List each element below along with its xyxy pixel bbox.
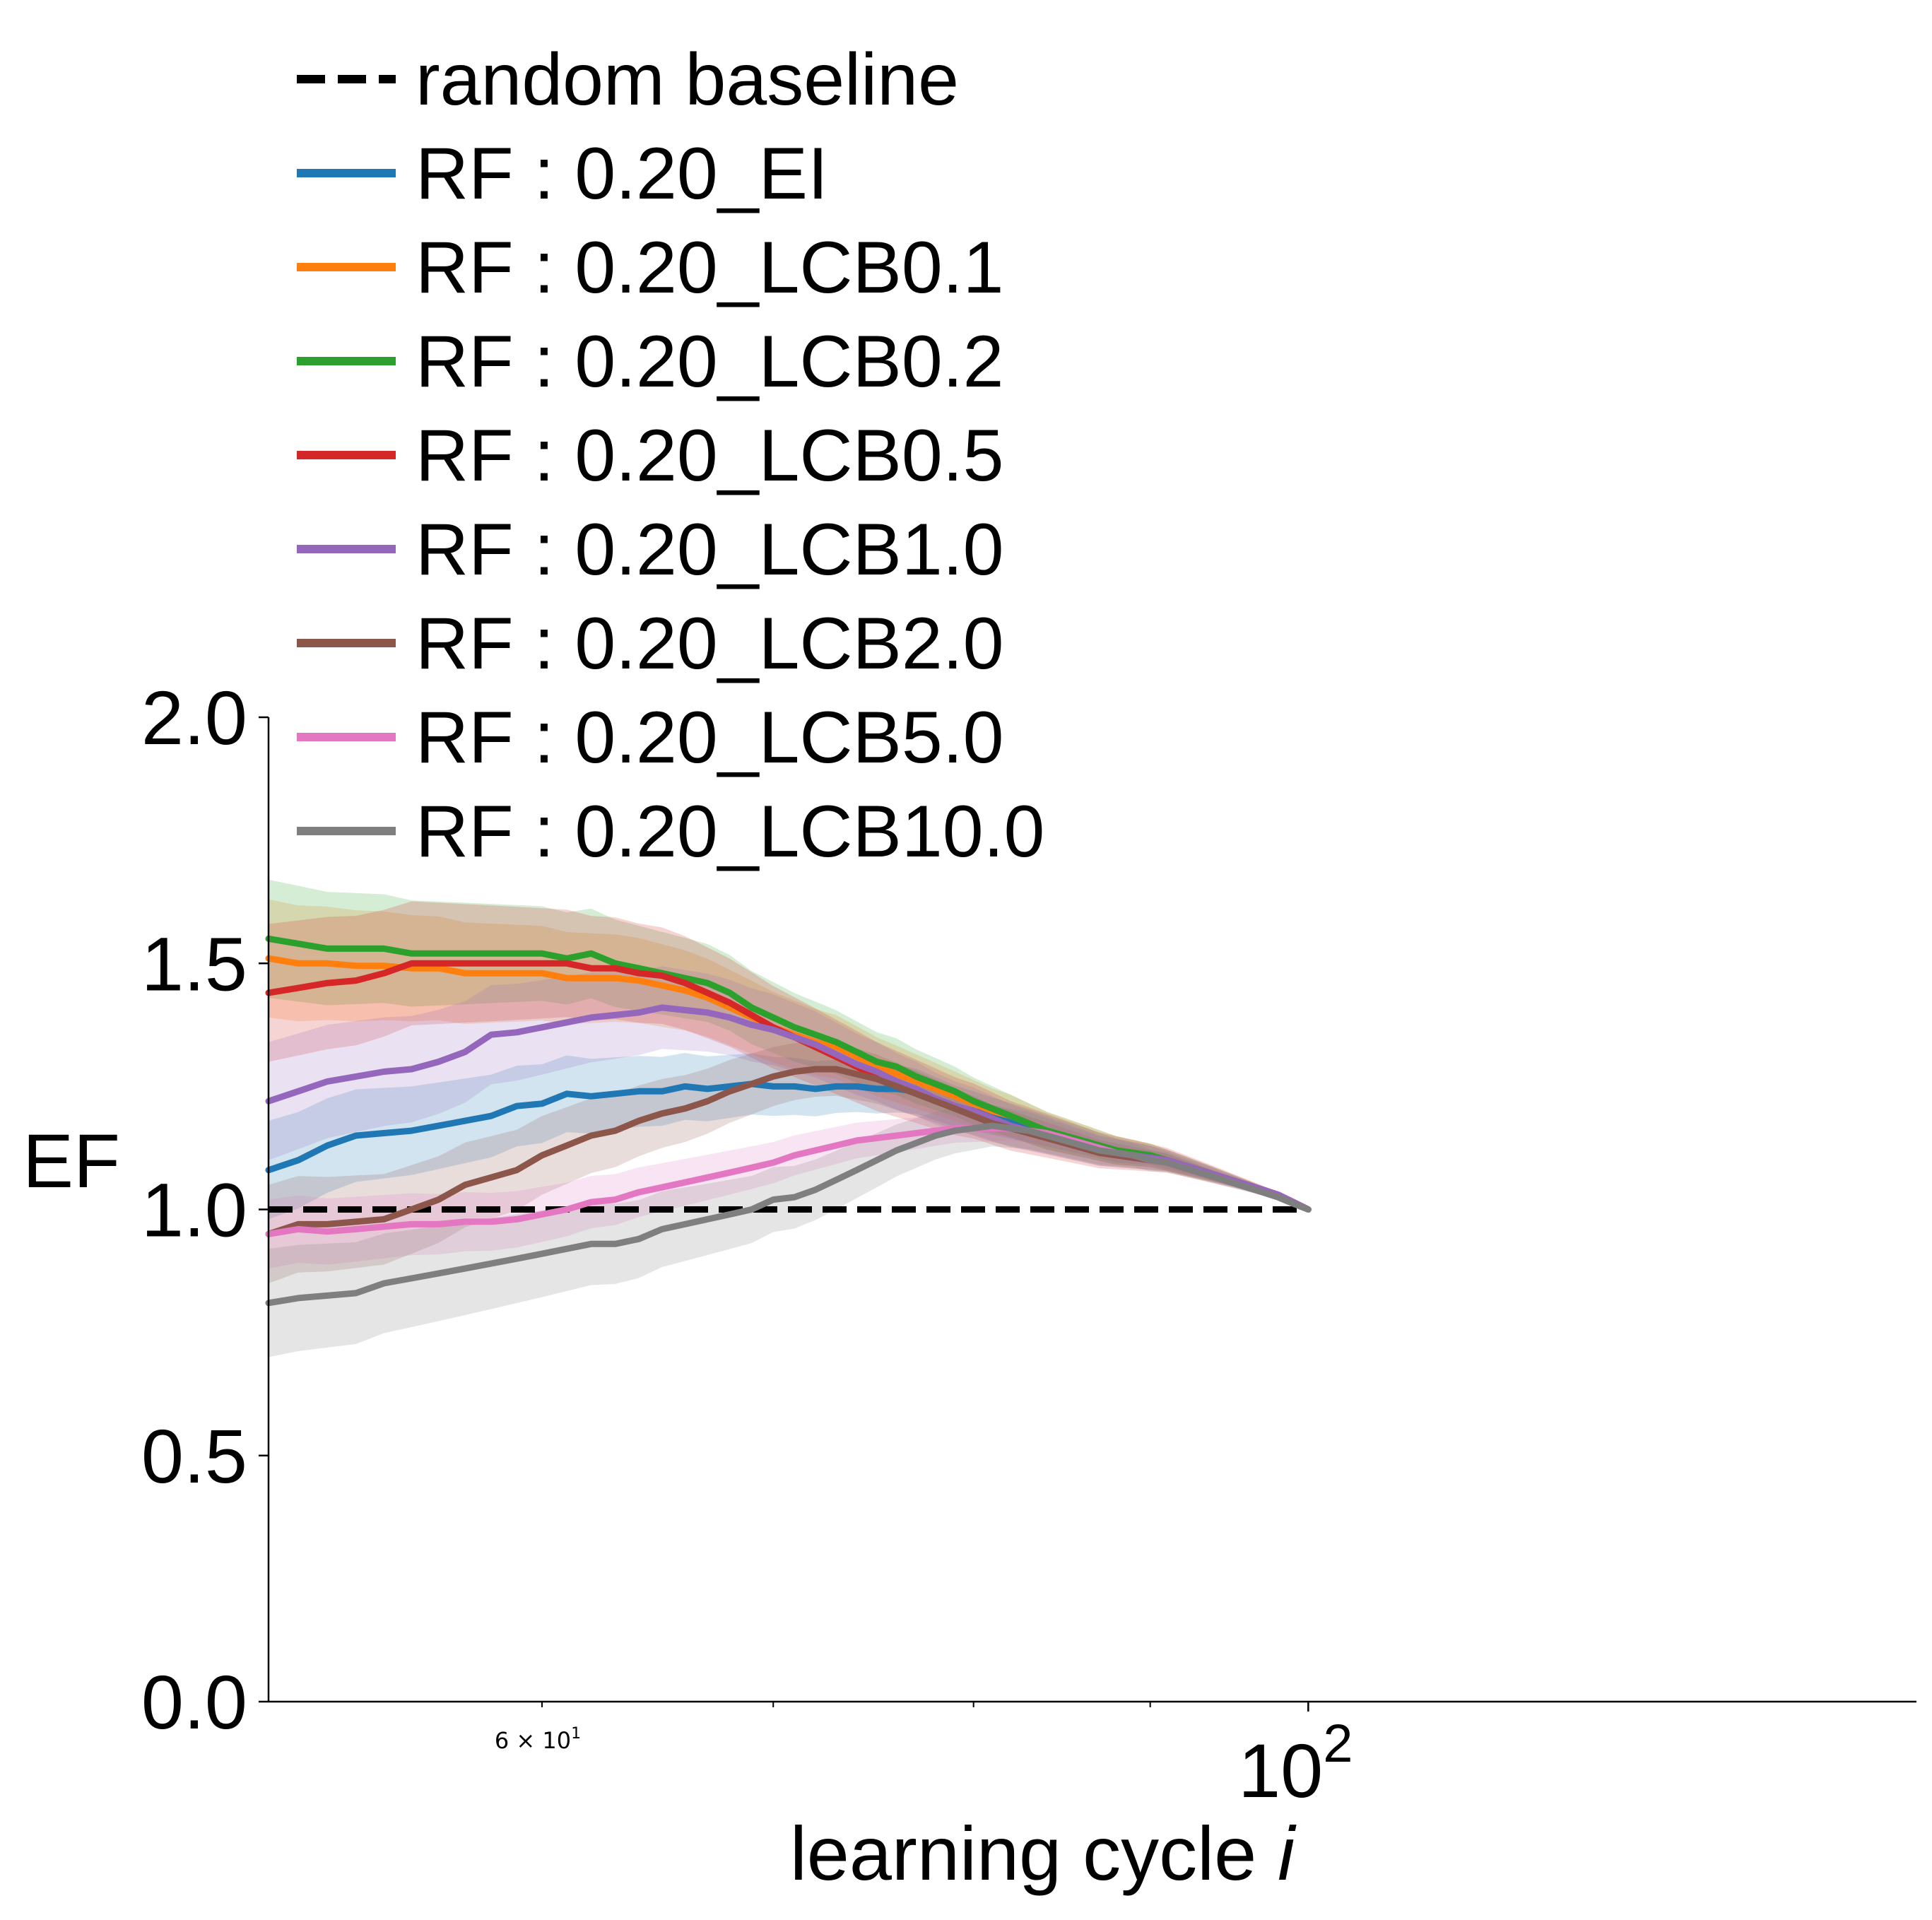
legend-label-rf-0-20-lcb0-2: RF : 0.20_LCB0.2 [416, 321, 1003, 403]
x-minor-tick-exponent: 1 [571, 1725, 581, 1743]
x-major-tick-exponent: 2 [1323, 1714, 1353, 1774]
series-lines [265, 935, 1312, 1307]
legend-label-rf-0-20-lcb10-0: RF : 0.20_LCB10.0 [416, 791, 1044, 873]
x-axis-label-text: learning cycle [790, 1810, 1256, 1896]
series-line-rf-0-20-lcb10-0 [265, 1122, 1312, 1307]
legend-label-rf-0-20-ei: RF : 0.20_EI [416, 133, 828, 215]
y-tick-label: 1.0 [141, 1167, 247, 1253]
x-axis-label-variable: i [1278, 1810, 1297, 1896]
y-tick-label: 2.0 [141, 675, 247, 760]
y-tick-label: 1.5 [141, 921, 247, 1006]
legend-label-rf-0-20-lcb1-0: RF : 0.20_LCB1.0 [416, 509, 1003, 591]
legend-label-random-baseline: random baseline [416, 39, 959, 121]
x-axis-label: learning cycle i [790, 1810, 1297, 1896]
y-tick-label: 0.0 [141, 1659, 247, 1745]
legend-label-rf-0-20-lcb0-5: RF : 0.20_LCB0.5 [416, 415, 1003, 497]
y-axis-label: EF [23, 1118, 120, 1203]
legend-label-rf-0-20-lcb0-1: RF : 0.20_LCB0.1 [416, 227, 1003, 309]
y-tick-label: 0.5 [141, 1413, 247, 1499]
band-rf-0-20-lcb10-0 [269, 1105, 1309, 1357]
band-rf-0-20-lcb2-0 [269, 1042, 1309, 1283]
legend-label-rf-0-20-lcb2-0: RF : 0.20_LCB2.0 [416, 603, 1003, 685]
x-minor-tick-label: 6 × 101 [495, 1725, 581, 1754]
legend: random baseline RF : 0.20_EI RF : 0.20_LCB… [297, 39, 1044, 873]
legend-label-rf-0-20-lcb5-0: RF : 0.20_LCB5.0 [416, 697, 1003, 779]
band-rf-0-20-lcb5-0 [269, 1114, 1309, 1269]
x-major-tick-label: 102 [1238, 1714, 1353, 1813]
band-rf-0-20-ei [269, 1053, 1309, 1220]
